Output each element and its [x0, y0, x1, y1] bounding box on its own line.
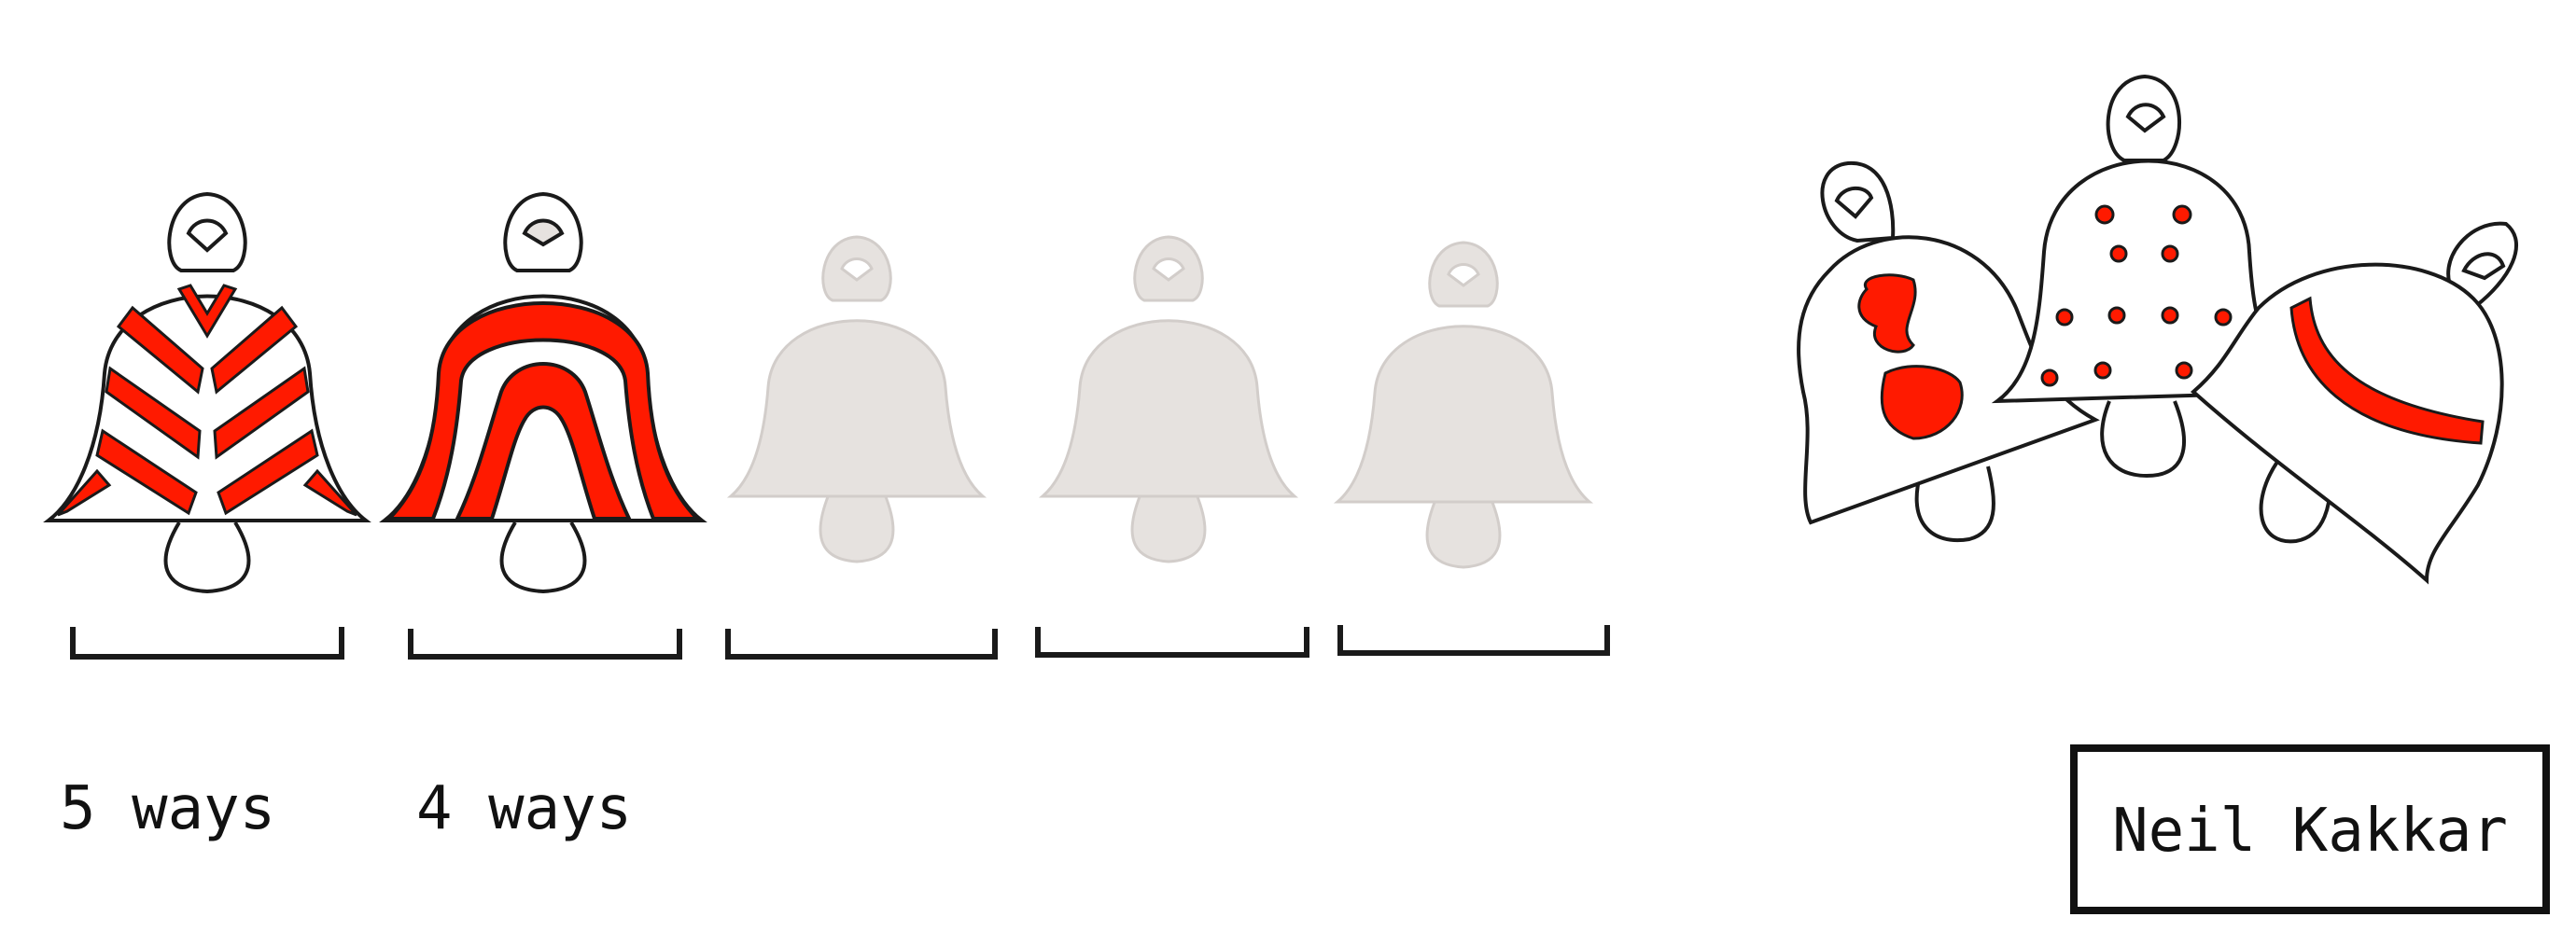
slot-brackets	[70, 625, 1610, 660]
cluster-bell-left-blob-top	[1857, 273, 1917, 354]
slot-bracket-4	[1035, 627, 1309, 658]
bell-2-inner-arch	[454, 362, 633, 521]
slot-bracket-5	[1337, 625, 1610, 656]
bell-3	[726, 235, 987, 563]
slot-1-label: 5 ways	[60, 774, 275, 843]
cluster-bell-center-dots	[2040, 204, 2233, 387]
cluster-bell-left	[1797, 160, 2100, 543]
slot-bracket-2	[408, 629, 682, 660]
bell-2-outer-arch	[385, 301, 702, 521]
slot-2-label: 4 ways	[416, 774, 632, 843]
bell-1	[43, 191, 371, 594]
bell-2	[379, 191, 707, 594]
cluster-bell-right	[2190, 221, 2518, 585]
bell-1-clapper	[163, 521, 251, 594]
bell-1-loop-hole	[186, 218, 229, 253]
bell-2-loop-hole	[522, 218, 565, 247]
signature-text: Neil Kakkar	[2112, 797, 2508, 866]
bell-5	[1333, 241, 1594, 569]
cluster-bell-right-band	[2289, 296, 2485, 445]
bell-2-clapper	[499, 521, 587, 594]
slot-bracket-1	[70, 627, 344, 660]
cluster-bell-left-blob-bottom	[1880, 365, 1964, 440]
slot-bracket-3	[725, 629, 998, 660]
bell-4	[1038, 235, 1299, 563]
signature-box: Neil Kakkar	[2070, 744, 2550, 914]
bell-1-stripes	[56, 284, 358, 517]
bell-cluster	[1797, 74, 2518, 585]
